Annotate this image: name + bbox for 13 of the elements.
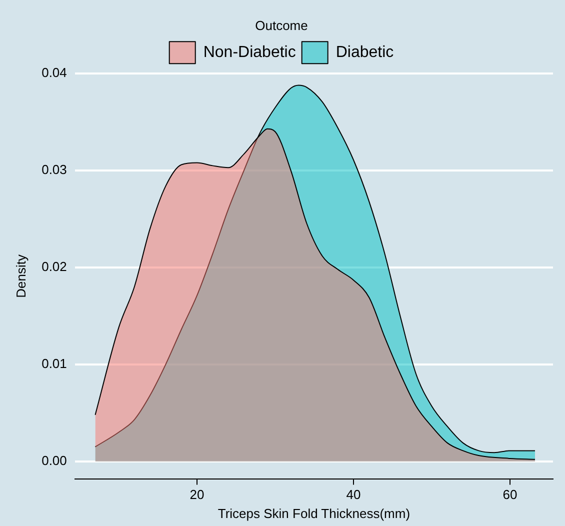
y-tick-label: 0.00 <box>42 452 67 468</box>
y-axis-title: Density <box>13 254 28 298</box>
x-tick-label: 40 <box>346 487 361 502</box>
y-tick-label: 0.04 <box>42 65 67 80</box>
y-tick-label: 0.03 <box>42 162 67 178</box>
x-tick-label: 20 <box>190 487 204 502</box>
y-tick-label: 0.02 <box>42 259 67 274</box>
x-axis-title: Triceps Skin Fold Thickness(mm) <box>218 506 410 521</box>
legend-label: Non-Diabetic <box>203 44 296 62</box>
y-tick-label: 0.01 <box>42 356 67 371</box>
x-tick-label: 60 <box>502 487 518 502</box>
legend-title: Outcome <box>255 18 308 34</box>
legend-label: Diabetic <box>336 44 394 62</box>
